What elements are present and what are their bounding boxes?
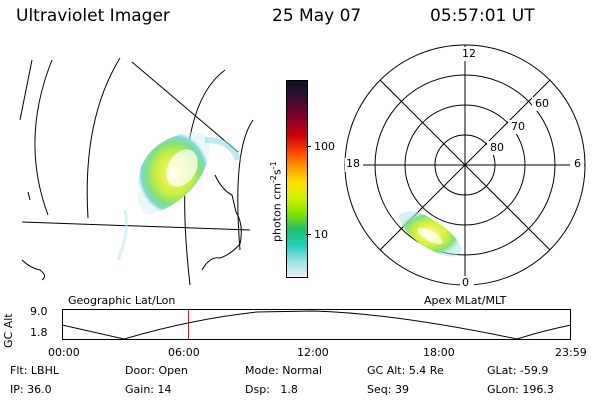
colorbar-tick-100 [306,146,311,147]
panel-label-geographic: Geographic Lat/Lon [68,294,176,307]
info-gain: Gain: 14 [125,383,172,396]
lat-line-1 [34,59,53,216]
map-arc-3 [237,119,254,251]
aurora-emission-geo [116,131,241,261]
coastline [21,174,242,281]
info-flt: Flt: LBHL [10,364,59,377]
time-tick-label: 18:00 [423,346,455,359]
altitude-curve [62,310,572,340]
colorbar-tick-label: 100 [314,140,335,153]
colorbar-unit-label: photon cm-2s-1 [269,161,284,242]
geographic-map [19,57,254,286]
altitude-strip [62,309,572,340]
mlt-label-6: 6 [574,157,581,170]
mlt-label-0: 0 [462,276,469,289]
altitude-axis-label: GC Alt [2,313,15,348]
time-tick-label: 23:59 [555,346,587,359]
colorbar-tick-label: 10 [314,228,328,241]
info-glat: GLat: -59.9 [487,364,549,377]
polar-plot [344,44,586,290]
mlt-label-12: 12 [462,47,476,60]
lat-label-60: 60 [535,97,549,110]
time-tick-label: 00:00 [48,346,80,359]
info-gc-alt: GC Alt: 5.4 Re [367,364,444,377]
time-tick-label: 12:00 [297,346,329,359]
aurora-emission-polar [398,210,462,257]
lat-line-2 [19,59,33,121]
altitude-tick-label: 9.0 [30,305,48,318]
time-label: 05:57:01 UT [430,6,535,26]
info-ip: IP: 36.0 [10,383,52,396]
info-door: Door: Open [125,364,188,377]
info-dsp: Dsp: 1.8 [245,383,298,396]
altitude-tick-label: 1.8 [30,326,48,339]
info-glon: GLon: 196.3 [487,383,554,396]
date-label: 25 May 07 [272,6,362,26]
colorbar-tick-10 [306,234,311,235]
colorbar [286,80,308,278]
map-arc-1 [86,57,121,219]
app-title: Ultraviolet Imager [16,6,170,26]
altitude-strip-frame [62,309,571,340]
lat-line-equator [21,221,251,231]
lat-label-80: 80 [490,141,504,154]
time-tick-label: 06:00 [168,346,200,359]
info-seq: Seq: 39 [367,383,409,396]
info-mode: Mode: Normal [245,364,322,377]
mlt-label-18: 18 [346,157,360,170]
panel-label-apex: Apex MLat/MLT [424,294,507,307]
lat-label-70: 70 [511,120,525,133]
meridian-1 [131,61,239,153]
